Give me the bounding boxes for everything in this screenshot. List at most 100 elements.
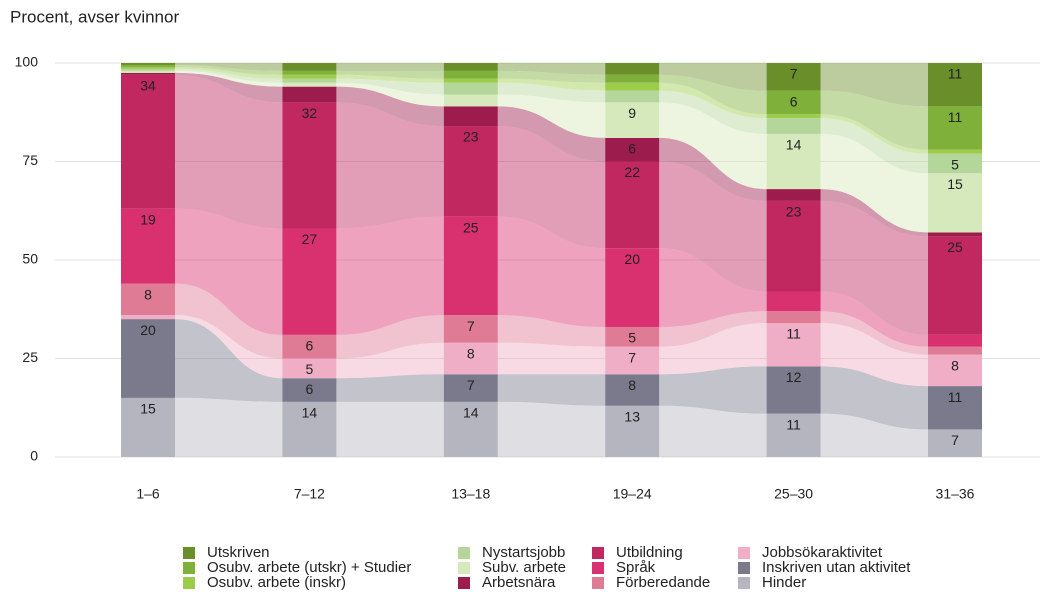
flow [175, 66, 283, 79]
flow [659, 161, 767, 292]
bar-segment [605, 137, 660, 162]
data-label: 8 [467, 345, 475, 361]
data-label: 14 [463, 405, 479, 421]
bar-segment [766, 114, 821, 119]
flow [175, 319, 283, 402]
bar-segment [928, 149, 982, 154]
bar-segment [605, 326, 660, 347]
bar-segment [605, 63, 660, 75]
bar-segment [766, 366, 821, 414]
bar-segment [282, 334, 337, 359]
flow [659, 63, 767, 91]
flow [336, 86, 444, 127]
bar-segment [766, 189, 821, 201]
bar-segment [121, 319, 175, 398]
flows [175, 63, 928, 457]
bar-segment [121, 64, 175, 67]
flow [497, 106, 606, 162]
legend-label: Hinder [762, 574, 806, 591]
y-tick-label: 0 [30, 448, 38, 464]
legend-label: Nystartsjobb [482, 544, 565, 561]
data-label: 15 [947, 176, 963, 192]
legend-label: Subv. arbete [482, 559, 566, 576]
bar-segment [282, 78, 337, 83]
flow [497, 63, 606, 75]
bar-segment [443, 106, 498, 127]
bar-segment [121, 70, 175, 73]
legend-swatch [458, 547, 470, 559]
bar-segment [282, 228, 337, 335]
bar-segment [928, 106, 982, 150]
flow [336, 63, 444, 71]
flow [336, 102, 444, 229]
flow [336, 78, 444, 95]
flow [659, 323, 767, 375]
flow [659, 90, 767, 134]
y-tick-label: 75 [22, 152, 38, 168]
bar-segment [443, 82, 498, 95]
bar-segment [121, 315, 175, 320]
bar-segment [282, 378, 337, 402]
legend-swatch [738, 547, 750, 559]
data-label: 8 [144, 286, 152, 302]
legend-label: Osubv. arbete (inskr) [207, 574, 346, 591]
legend-swatch [458, 577, 470, 589]
bar-segment [443, 63, 498, 71]
legend-swatch [458, 562, 470, 574]
legend-swatch [592, 562, 604, 574]
bar-segment [121, 208, 175, 284]
bar-segment [928, 346, 982, 355]
bar-segment [605, 405, 660, 457]
flow [336, 82, 444, 107]
flow [336, 216, 444, 335]
bar-segment [282, 63, 337, 71]
flow [820, 200, 928, 335]
bar-segment [766, 90, 821, 115]
legend-swatch [592, 577, 604, 589]
data-label: 5 [306, 361, 314, 377]
legend-label: Förberedande [616, 574, 710, 591]
flow [659, 405, 767, 457]
data-label: 6 [790, 93, 798, 109]
flow [497, 82, 606, 103]
legend-swatch [592, 547, 604, 559]
legend-swatch [183, 547, 195, 559]
bar-segment [282, 401, 337, 457]
legend-label: Jobbsökaraktivitet [762, 544, 883, 561]
bar-segment [928, 173, 982, 233]
data-label: 11 [948, 66, 963, 82]
data-label: 20 [624, 251, 640, 267]
bar-segment [928, 63, 982, 107]
data-label: 14 [786, 137, 802, 153]
bar-segment [928, 354, 982, 387]
data-label: 34 [140, 78, 156, 94]
bar-segment [766, 291, 821, 312]
bar-segment [605, 161, 660, 249]
flow [175, 70, 283, 87]
data-label: 25 [463, 219, 479, 235]
flow [820, 90, 928, 150]
bar-segment [928, 334, 982, 347]
data-label: 11 [948, 389, 963, 405]
data-label: 11 [786, 326, 801, 342]
data-label: 25 [947, 239, 963, 255]
legend-label: Arbetsnära [482, 574, 556, 591]
bar-segment [928, 232, 982, 237]
bar-segment [282, 358, 337, 379]
flow [175, 72, 283, 103]
bar-segment [443, 216, 498, 316]
data-label: 14 [302, 405, 318, 421]
data-label: 7 [790, 66, 798, 82]
flow [659, 74, 767, 115]
legend-label: Osubv. arbete (utskr) + Studier [207, 559, 411, 576]
bar-segment [121, 66, 175, 69]
data-label: 6 [306, 381, 314, 397]
flow [659, 102, 767, 190]
data-label: 5 [628, 330, 636, 346]
data-label: 23 [463, 129, 479, 145]
bar-segment [766, 413, 821, 457]
x-tick-label: 13–18 [451, 486, 490, 502]
data-label: 7 [467, 318, 475, 334]
x-tick-label: 1–6 [136, 486, 160, 502]
